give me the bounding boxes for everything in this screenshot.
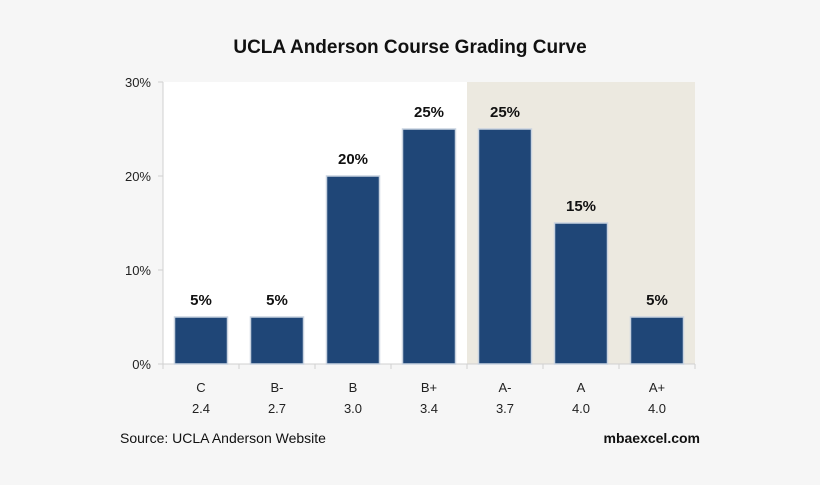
- y-tick-label: 0%: [132, 357, 151, 372]
- y-tick-label: 20%: [125, 169, 151, 184]
- x-tick-label: C: [196, 380, 205, 395]
- bar-C: [173, 316, 229, 365]
- y-tick-label: 10%: [125, 263, 151, 278]
- chart-title: UCLA Anderson Course Grading Curve: [233, 37, 587, 58]
- data-label: 25%: [414, 104, 444, 121]
- y-tick-label: 30%: [125, 75, 151, 90]
- x-tick-label: A+: [649, 380, 665, 395]
- x-gpa-label: 2.7: [268, 401, 286, 416]
- bar-B-: [249, 316, 305, 365]
- bar-A: [553, 222, 609, 365]
- x-gpa-label: 4.0: [648, 401, 666, 416]
- x-tick-label: B: [349, 380, 358, 395]
- x-tick-label: B+: [421, 380, 437, 395]
- data-label: 15%: [566, 198, 596, 215]
- data-label: 5%: [190, 292, 212, 309]
- x-gpa-label: 3.4: [420, 401, 438, 416]
- data-label: 5%: [266, 292, 288, 309]
- data-label: 5%: [646, 292, 668, 309]
- x-gpa-label: 3.0: [344, 401, 362, 416]
- data-label: 20%: [338, 151, 368, 168]
- x-gpa-label: 4.0: [572, 401, 590, 416]
- bar-A-: [477, 128, 533, 365]
- data-label: 25%: [490, 104, 520, 121]
- x-gpa-label: 3.7: [496, 401, 514, 416]
- x-gpa-label: 2.4: [192, 401, 210, 416]
- x-tick-label: A-: [499, 380, 512, 395]
- bar-B: [325, 175, 381, 365]
- x-tick-label: B-: [271, 380, 284, 395]
- brand-label: mbaexcel.com: [603, 430, 701, 446]
- x-tick-label: A: [577, 380, 586, 395]
- bar-B+: [401, 128, 457, 365]
- bar-A+: [629, 316, 685, 365]
- source-note: Source: UCLA Anderson Website: [120, 430, 326, 446]
